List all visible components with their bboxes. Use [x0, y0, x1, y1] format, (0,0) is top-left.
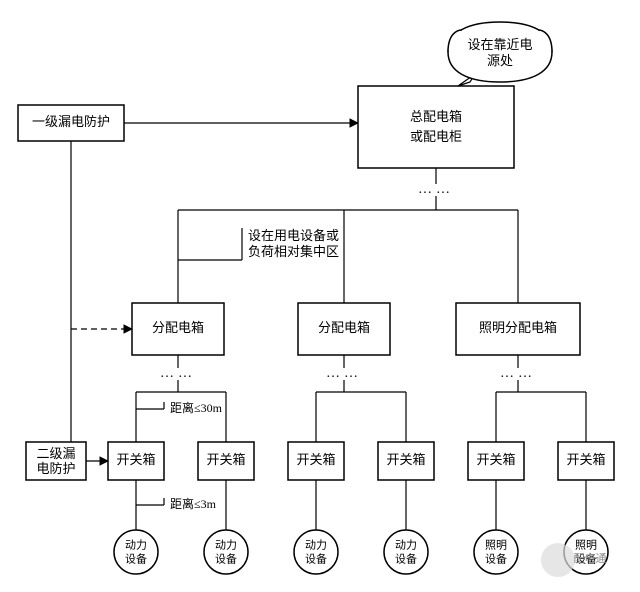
label-eq4a: 动力	[395, 539, 417, 552]
label-sw1: 开关箱	[116, 452, 155, 467]
label-eq1a: 动力	[125, 539, 147, 552]
dots-main: ……	[418, 182, 454, 197]
node-eq3	[294, 530, 338, 574]
label-dist1: 分配电箱	[152, 320, 204, 335]
label-eq3a: 动力	[305, 539, 327, 552]
label-eq5a: 照明	[485, 539, 507, 552]
watermark-circle	[541, 543, 575, 577]
label-level1: 一级漏电防护	[32, 114, 110, 129]
label-sw4: 开关箱	[386, 452, 425, 467]
node-eq1	[114, 530, 158, 574]
diagram-canvas: 设在靠近电 源处 一级漏电防护 总配电箱 或配电柜 …… 分配电箱 …… 分配电…	[0, 0, 640, 592]
label-dist3: 照明分配电箱	[479, 320, 557, 335]
label-eq2b: 设备	[215, 552, 237, 566]
note-3m: 距离≤3m	[170, 496, 217, 511]
label-sw5: 开关箱	[476, 452, 515, 467]
label-eq1b: 设备	[125, 552, 147, 566]
label-level2b: 电防护	[36, 461, 75, 476]
label-sw6: 开关箱	[566, 452, 605, 467]
label-eq2a: 动力	[215, 539, 237, 552]
callout-line1: 设在靠近电	[467, 37, 532, 52]
note-30m: 距离≤30m	[170, 400, 223, 415]
label-sw3: 开关箱	[296, 452, 335, 467]
dots-dist1: ……	[160, 366, 196, 381]
note-sub-line2: 负荷相对集中区	[248, 244, 339, 259]
label-main1: 总配电箱	[410, 109, 462, 124]
label-sw2: 开关箱	[206, 452, 245, 467]
dots-dist2: ……	[326, 366, 362, 381]
label-eq5b: 设备	[485, 552, 507, 566]
label-eq6a: 照明	[575, 539, 597, 552]
label-level2a: 二级漏	[36, 446, 75, 461]
callout-line2: 源处	[487, 53, 513, 68]
label-eq3b: 设备	[305, 552, 327, 566]
label-main2: 或配电柜	[410, 129, 462, 144]
label-eq4b: 设备	[395, 552, 417, 566]
label-dist2: 分配电箱	[318, 320, 370, 335]
node-eq2	[204, 530, 248, 574]
node-eq4	[384, 530, 428, 574]
dots-dist3: ……	[500, 366, 536, 381]
note-sub-line1: 设在用电设备或	[248, 228, 339, 243]
node-main	[358, 86, 514, 168]
watermark-text: 配电通	[574, 552, 607, 565]
node-eq5	[474, 530, 518, 574]
